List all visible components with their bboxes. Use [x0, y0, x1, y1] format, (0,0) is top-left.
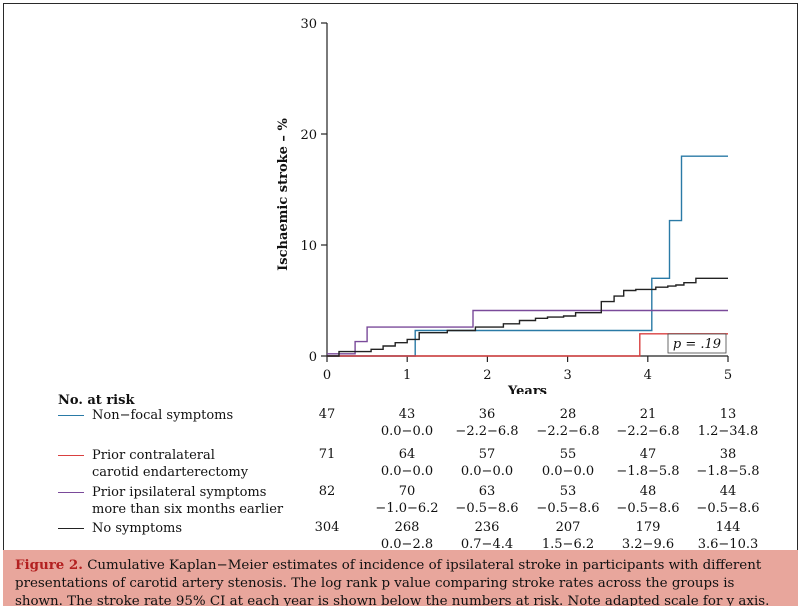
group-label: Prior contralateral carotid endarterectom… [92, 447, 332, 481]
stroke-rate-ci: −0.5−8.6 [696, 501, 760, 516]
at-risk-count: 82 [318, 484, 336, 499]
y-tick-label: 0 [309, 350, 317, 365]
at-risk-count: 53 [559, 484, 577, 499]
group-label-line: Non−focal symptoms [92, 408, 234, 423]
p-value-annotation: p = .19 [673, 337, 721, 352]
at-risk-count: 57 [478, 447, 496, 462]
figure-frame: 0 10 20 30 0 1 2 3 4 5 Ischaemic stroke – % Years p … [3, 3, 798, 606]
at-risk-count: 43 [398, 407, 416, 422]
at-risk-count: 38 [719, 447, 737, 462]
at-risk-count: 64 [398, 447, 416, 462]
stroke-rate-ci: 0.0−0.0 [460, 464, 514, 479]
at-risk-count: 36 [478, 407, 496, 422]
at-risk-count: 21 [639, 407, 657, 422]
legend-line-swatch [58, 528, 84, 529]
figure-label: Figure 2. [15, 557, 83, 573]
at-risk-count: 179 [635, 520, 661, 535]
at-risk-count: 55 [559, 447, 577, 462]
at-risk-count: 144 [715, 520, 741, 535]
x-tick-label: 5 [724, 368, 732, 383]
at-risk-count: 48 [639, 484, 657, 499]
figure-caption: Figure 2. Cumulative Kaplan−Meier estima… [3, 550, 798, 606]
at-risk-count: 13 [719, 407, 737, 422]
y-tick-label: 20 [300, 128, 317, 143]
stroke-rate-ci: −0.5−8.6 [455, 501, 519, 516]
group-label-line: No symptoms [92, 521, 183, 536]
stroke-rate-ci: −0.5−8.6 [536, 501, 600, 516]
km-plot: 0 10 20 30 0 1 2 3 4 5 Ischaemic stroke – % Years p … [276, 17, 732, 394]
x-tick-label: 2 [483, 368, 491, 383]
legend-line-swatch [58, 455, 84, 456]
at-risk-count: 28 [559, 407, 577, 422]
y-tick-label: 10 [300, 239, 317, 254]
stroke-rate-ci: −1.0−6.2 [375, 501, 439, 516]
x-axis-label: Years [507, 384, 547, 394]
group-label: Prior ipsilateral symptoms more than six … [92, 484, 332, 518]
at-risk-count: 236 [474, 520, 500, 535]
stroke-rate-ci: 1.2−34.8 [697, 424, 759, 439]
stroke-rate-ci: 1.5−6.2 [541, 537, 595, 552]
y-tick-label: 30 [300, 17, 317, 32]
group-label-line: Prior contralateral [92, 448, 215, 463]
stroke-rate-ci: 3.2−9.6 [621, 537, 675, 552]
series-line-1 [327, 155, 728, 357]
y-axis-label: Ischaemic stroke – % [276, 118, 291, 271]
group-label: No symptoms [92, 520, 332, 537]
at-risk-count: 71 [318, 447, 336, 462]
x-tick-label: 1 [403, 368, 411, 383]
at-risk-count: 47 [639, 447, 657, 462]
stroke-rate-ci: 0.0−0.0 [380, 464, 434, 479]
legend-line-swatch [58, 492, 84, 493]
at-risk-count: 207 [555, 520, 581, 535]
stroke-rate-ci: 3.6−10.3 [697, 537, 759, 552]
group-label-line: more than six months earlier [92, 502, 284, 517]
series-line-4 [327, 277, 728, 357]
at-risk-count: 44 [719, 484, 737, 499]
stroke-rate-ci: −2.2−6.8 [536, 424, 600, 439]
stroke-rate-ci: −2.2−6.8 [455, 424, 519, 439]
group-label: Non−focal symptoms [92, 407, 332, 424]
caption-text: Cumulative Kaplan−Meier estimates of inc… [15, 558, 770, 606]
x-tick-label: 4 [644, 368, 652, 383]
at-risk-count: 70 [398, 484, 416, 499]
stroke-rate-ci: 0.0−0.0 [380, 424, 434, 439]
at-risk-count: 304 [314, 520, 340, 535]
stroke-rate-ci: 0.0−2.8 [380, 537, 434, 552]
p-value-box [667, 333, 727, 354]
x-tick-label: 3 [563, 368, 571, 383]
stroke-rate-ci: −2.2−6.8 [616, 424, 680, 439]
stroke-rate-ci: −0.5−8.6 [616, 501, 680, 516]
at-risk-count: 268 [394, 520, 420, 535]
group-label-line: carotid endarterectomy [92, 465, 249, 480]
stroke-rate-ci: 0.0−0.0 [541, 464, 595, 479]
legend-line-swatch [58, 415, 84, 416]
risk-table-title: No. at risk [58, 393, 135, 408]
stroke-rate-ci: −1.8−5.8 [616, 464, 680, 479]
at-risk-count: 63 [478, 484, 496, 499]
group-label-line: Prior ipsilateral symptoms [92, 485, 267, 500]
stroke-rate-ci: 0.7−4.4 [460, 537, 514, 552]
stroke-rate-ci: −1.8−5.8 [696, 464, 760, 479]
at-risk-count: 47 [318, 407, 336, 422]
x-tick-label: 0 [323, 368, 331, 383]
